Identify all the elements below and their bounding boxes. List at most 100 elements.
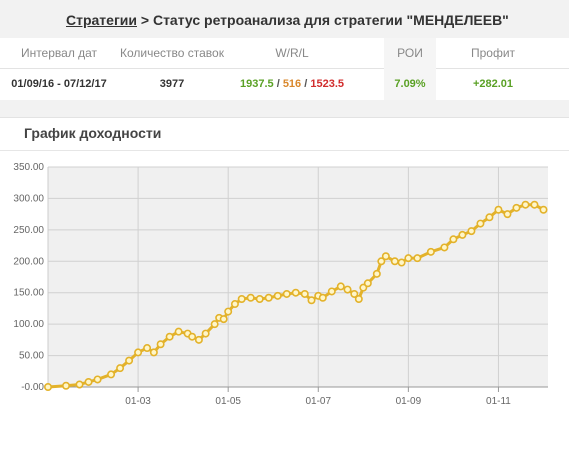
stat-wrl-header: W/R/L xyxy=(275,46,309,60)
data-point xyxy=(413,254,422,263)
data-point xyxy=(230,300,239,309)
data-point xyxy=(426,247,435,256)
data-point xyxy=(165,332,174,341)
losses-value: 1523.5 xyxy=(310,78,344,90)
wrl-separator: / xyxy=(301,78,311,90)
stat-profit: Профит +282.01 xyxy=(452,38,534,100)
data-point xyxy=(134,348,143,357)
data-point xyxy=(143,344,152,353)
wrl-separator: / xyxy=(273,78,283,90)
stat-wrl-value: 1937.5 / 516 / 1523.5 xyxy=(232,78,352,90)
data-point xyxy=(246,293,255,302)
data-point xyxy=(539,205,548,214)
data-point xyxy=(449,235,458,244)
x-tick-label: 01-11 xyxy=(486,396,511,407)
data-point xyxy=(224,307,233,316)
y-tick-label: 150.00 xyxy=(13,288,44,299)
data-point xyxy=(372,269,381,278)
data-point xyxy=(381,252,390,261)
y-tick-label: 350.00 xyxy=(13,162,44,173)
stat-bets: Количество ставок 3977 xyxy=(112,38,232,100)
stat-profit-value: +282.01 xyxy=(472,78,514,90)
data-point xyxy=(107,370,116,379)
data-point xyxy=(359,283,368,292)
data-point xyxy=(377,257,386,266)
data-point xyxy=(521,200,530,209)
data-point xyxy=(194,335,203,344)
stat-roi-header: РОИ xyxy=(397,46,423,60)
x-tick-label: 01-03 xyxy=(125,396,151,407)
data-point xyxy=(174,327,183,336)
data-point xyxy=(476,219,485,228)
data-point xyxy=(390,257,399,266)
data-point xyxy=(210,320,219,329)
y-tick-label: 200.00 xyxy=(13,256,44,267)
breadcrumb-current: > Статус ретроанализа для стратегии "МЕН… xyxy=(137,12,509,28)
data-point xyxy=(273,291,282,300)
data-point xyxy=(512,203,521,212)
data-point xyxy=(291,288,300,297)
stat-roi-value: 7.09% xyxy=(394,78,426,90)
data-point xyxy=(318,293,327,302)
data-point xyxy=(336,282,345,291)
x-tick-label: 01-05 xyxy=(215,396,241,407)
x-tick-label: 01-07 xyxy=(305,396,331,407)
data-point xyxy=(440,243,449,252)
data-point xyxy=(125,356,134,365)
x-tick-label: 01-09 xyxy=(396,396,422,407)
data-point xyxy=(397,258,406,267)
stat-interval-value: 01/09/16 - 07/12/17 xyxy=(11,78,107,90)
data-point xyxy=(62,381,71,390)
data-point xyxy=(75,380,84,389)
data-point xyxy=(264,293,273,302)
wins-value: 1937.5 xyxy=(239,78,274,90)
data-point xyxy=(467,227,476,236)
profit-chart: -0.00 50.00 100.00 150.00 200.00 250.00 300.00… xyxy=(13,162,548,407)
data-point xyxy=(494,205,503,214)
stat-bets-header: Количество ставок xyxy=(120,46,224,60)
data-point xyxy=(93,375,102,384)
data-point xyxy=(354,295,363,304)
panel-divider xyxy=(0,150,569,151)
data-point xyxy=(43,382,52,391)
data-point xyxy=(300,289,309,298)
stat-interval: Интервал дат 01/09/16 - 07/12/17 xyxy=(0,38,118,100)
data-point xyxy=(530,200,539,209)
breadcrumb-strategies-link[interactable]: Стратегии xyxy=(66,12,137,28)
data-point xyxy=(404,254,413,263)
stats-table: Интервал дат 01/09/16 - 07/12/17 Количес… xyxy=(0,38,569,100)
data-point xyxy=(343,285,352,294)
stat-bets-value: 3977 xyxy=(159,78,185,90)
panel-title: График доходности xyxy=(24,125,162,141)
y-tick-label: 100.00 xyxy=(13,319,44,330)
data-point xyxy=(156,340,165,349)
breadcrumb: Стратегии > Статус ретроанализа для стра… xyxy=(66,12,509,28)
data-point xyxy=(149,348,158,357)
data-point xyxy=(219,315,228,324)
data-point xyxy=(255,295,264,304)
data-point xyxy=(503,210,512,219)
stat-roi: РОИ 7.09% xyxy=(384,38,436,100)
data-point xyxy=(485,213,494,222)
y-tick-label: 50.00 xyxy=(19,351,44,362)
data-point xyxy=(84,377,93,386)
data-point xyxy=(282,289,291,298)
returns-value: 516 xyxy=(282,78,302,90)
y-tick-label: -0.00 xyxy=(21,382,44,393)
data-point xyxy=(327,287,336,296)
data-point xyxy=(116,364,125,373)
data-point xyxy=(307,296,316,305)
data-point xyxy=(201,329,210,338)
y-tick-label: 250.00 xyxy=(13,225,44,236)
data-point xyxy=(350,289,359,298)
plot-area xyxy=(48,167,548,387)
stat-wrl: W/R/L 1937.5 / 516 / 1523.5 xyxy=(232,38,352,100)
data-point xyxy=(237,295,246,304)
stats-divider xyxy=(0,68,569,69)
data-point xyxy=(188,332,197,341)
stat-interval-header: Интервал дат xyxy=(20,46,98,60)
y-tick-label: 300.00 xyxy=(13,193,44,204)
stat-profit-header: Профит xyxy=(470,46,516,60)
data-point xyxy=(363,279,372,288)
data-point xyxy=(458,230,467,239)
